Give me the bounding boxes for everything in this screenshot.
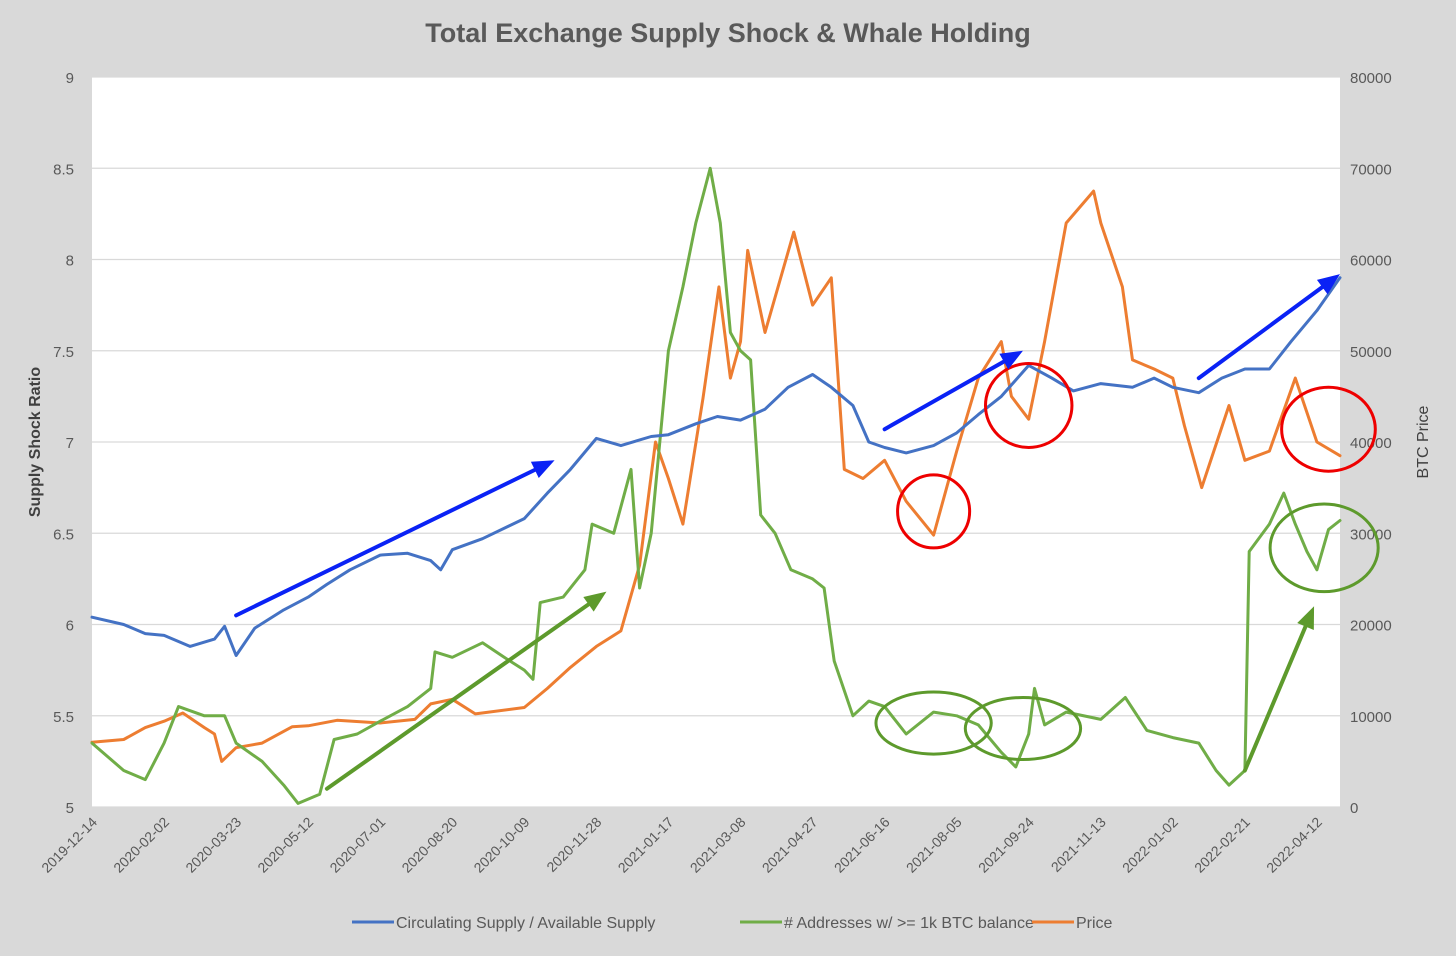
annotation-circle [874, 690, 993, 756]
annotation-circle [963, 696, 1083, 762]
y-right-axis-label: BTC Price [1415, 405, 1432, 478]
y-right-tick: 20000 [1350, 618, 1392, 635]
annotation-circle [983, 362, 1074, 449]
y-left-tick: 5.5 [53, 709, 74, 726]
y-right-tick: 40000 [1350, 435, 1392, 452]
y-left-tick: 9 [66, 70, 74, 87]
y-left-tick: 7.5 [53, 344, 74, 361]
y-right-tick: 60000 [1350, 253, 1392, 270]
legend-label: Circulating Supply / Available Supply [396, 915, 655, 932]
annotation-arrowhead [1316, 274, 1340, 295]
annotation-arrowhead [583, 591, 607, 612]
y-left-tick: 7 [66, 435, 74, 452]
annotation-arrow [882, 359, 1006, 432]
annotation-arrow [1196, 285, 1325, 381]
annotation-arrowhead [1297, 606, 1315, 631]
y-right-tick: 80000 [1350, 70, 1392, 87]
y-left-tick-labels: 5 5.5 6 6.5 7 7.5 8 8.5 9 [53, 70, 74, 817]
y-right-tick: 50000 [1350, 344, 1392, 361]
y-left-tick: 8 [66, 253, 74, 270]
y-right-tick-labels: 0 10000 20000 30000 40000 50000 60000 70000 8000… [1350, 70, 1392, 817]
annotation-arrow [324, 602, 591, 791]
series-lines [90, 166, 1342, 805]
gridlines [92, 76, 1340, 808]
y-right-tick: 10000 [1350, 709, 1392, 726]
series-line-2 [90, 189, 1342, 763]
annotation-arrowhead [999, 350, 1023, 370]
y-left-tick: 6 [66, 618, 74, 635]
legend-label: Price [1076, 915, 1113, 932]
annotation-circle [1268, 502, 1380, 594]
y-right-tick: 70000 [1350, 161, 1392, 178]
annotation-arrowhead [530, 460, 555, 478]
y-right-tick: 0 [1350, 800, 1358, 817]
legend-label: # Addresses w/ >= 1k BTC balance [784, 915, 1034, 932]
chart-title: Total Exchange Supply Shock & Whale Hold… [425, 18, 1031, 48]
annotation-circle [896, 473, 972, 550]
legend: Circulating Supply / Available Supply # A… [352, 915, 1113, 932]
y-right-tick: 30000 [1350, 526, 1392, 543]
y-left-tick: 8.5 [53, 161, 74, 178]
annotation-arrow [1242, 624, 1308, 773]
y-left-axis-label: Supply Shock Ratio [27, 367, 44, 517]
series-line-0 [90, 276, 1342, 657]
y-left-tick: 6.5 [53, 526, 74, 543]
annotation-arrow [234, 467, 537, 618]
y-left-tick: 5 [66, 800, 74, 817]
annotations [234, 274, 1380, 791]
annotation-circle [1280, 385, 1377, 473]
series-line-1 [90, 166, 1342, 805]
